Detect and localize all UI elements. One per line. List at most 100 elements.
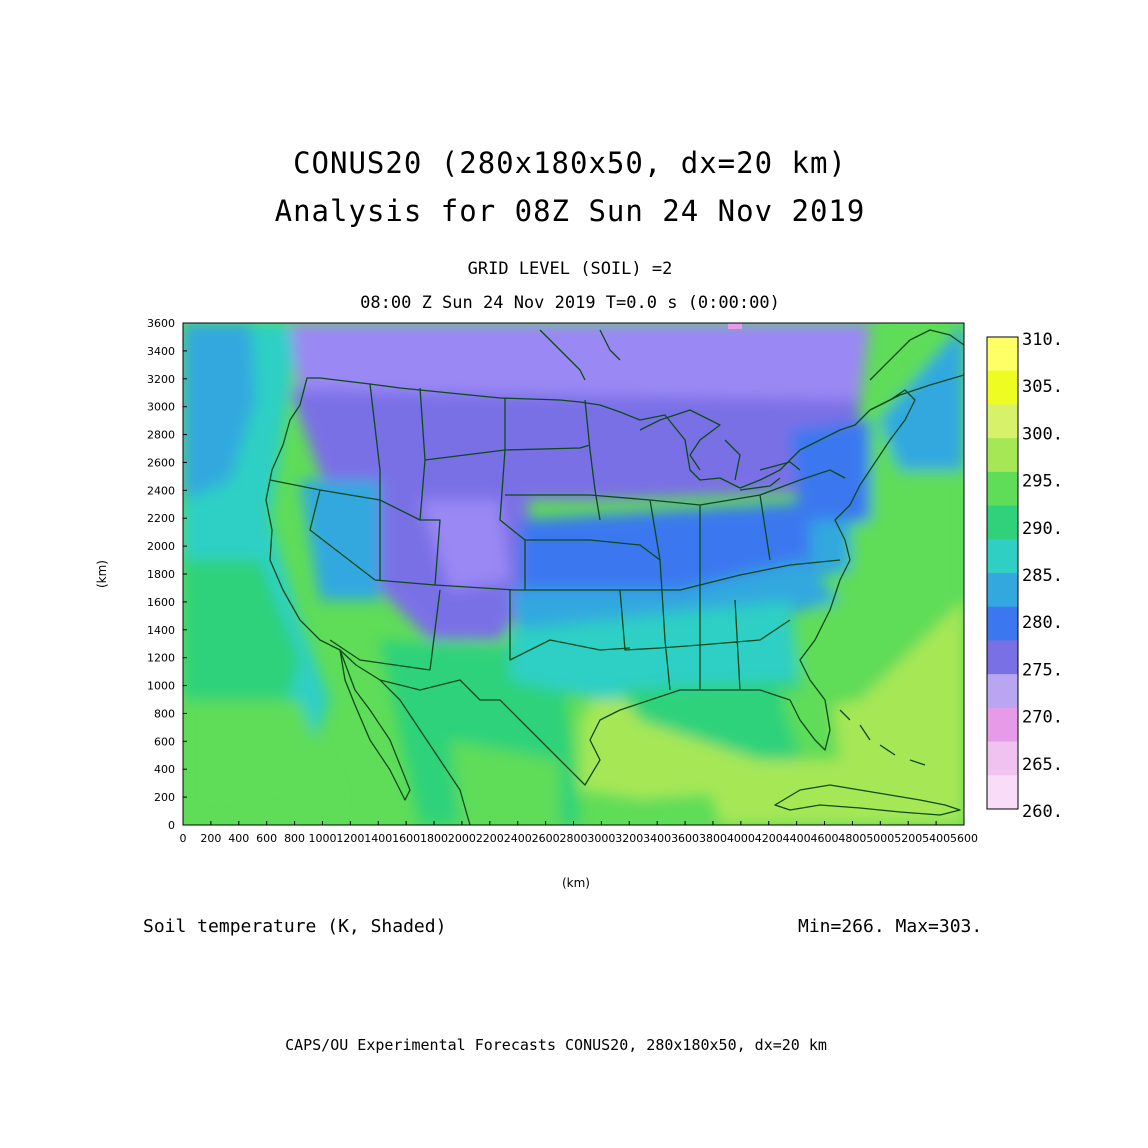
credit-line: CAPS/OU Experimental Forecasts CONUS20, … — [285, 1036, 827, 1054]
x-tick-label: 4000 — [727, 832, 755, 845]
legend-frame — [986, 336, 1019, 810]
field-atlantic-north — [880, 323, 964, 470]
y-tick-label: 1000 — [147, 680, 175, 693]
y-tick-label: 1200 — [147, 652, 175, 665]
hudson-bay-coast — [539, 329, 621, 381]
legend-swatch — [987, 741, 1018, 776]
axis-ticks: 0 200 400 600 800 1000 1200 1400 1600 1800 2000 220… — [147, 317, 978, 845]
y-tick-label: 600 — [154, 735, 175, 748]
field-deep-south — [620, 680, 810, 760]
legend-swatch — [987, 438, 1018, 473]
y-tick-label: 1400 — [147, 624, 175, 637]
x-tick-label: 1200 — [336, 832, 364, 845]
x-tick-label: 0 — [180, 832, 187, 845]
y-tick-label: 0 — [168, 819, 175, 832]
x-tick-label: 4400 — [783, 832, 811, 845]
x-tick-label: 400 — [228, 832, 249, 845]
legend-label: 300. — [1022, 424, 1063, 444]
legend-label: 310. — [1022, 330, 1063, 350]
field-mexico-south — [450, 740, 560, 825]
x-tick-label: 200 — [200, 832, 221, 845]
color-legend: 310. 305. 300. 295. 290. 285. 280. 275. 270. 265.… — [986, 330, 1063, 822]
min-max-label: Min=266. Max=303. — [798, 916, 983, 937]
x-tick-label: 1000 — [308, 832, 336, 845]
x-tick-label: 5000 — [866, 832, 894, 845]
legend-label: 260. — [1022, 802, 1063, 822]
field-pacific-northwest — [183, 323, 255, 500]
x-tick-label: 3200 — [615, 832, 643, 845]
legend-swatch — [987, 505, 1018, 540]
y-tick-label: 1800 — [147, 568, 175, 581]
y-tick-label: 3600 — [147, 317, 175, 330]
x-tick-label: 1800 — [420, 832, 448, 845]
x-tick-label: 5400 — [922, 832, 950, 845]
bahamas — [839, 709, 926, 766]
grid-level-label: GRID LEVEL (SOIL) =2 — [467, 259, 673, 279]
x-tick-label: 5600 — [950, 832, 978, 845]
legend-swatch — [987, 337, 1018, 372]
field-great-basin — [300, 480, 380, 600]
y-tick-label: 2000 — [147, 540, 175, 553]
field-southeast — [510, 600, 800, 700]
x-tick-label: 4800 — [838, 832, 866, 845]
x-tick-label: 3000 — [587, 832, 615, 845]
x-tick-label: 3800 — [699, 832, 727, 845]
field-canada — [290, 323, 870, 400]
legend-swatch — [987, 640, 1018, 675]
legend-swatch — [987, 674, 1018, 709]
mexico-coast — [379, 679, 471, 825]
field-colorado — [420, 500, 510, 590]
x-tick-label: 1600 — [392, 832, 420, 845]
legend-swatch — [987, 471, 1018, 507]
x-tick-label: 2600 — [532, 832, 560, 845]
legend-swatch — [987, 370, 1018, 405]
y-tick-label: 2200 — [147, 512, 175, 525]
x-axis-title: (km) — [562, 876, 590, 890]
soil-temperature-field — [183, 323, 964, 825]
legend-swatch — [987, 606, 1018, 641]
y-tick-label: 800 — [154, 707, 175, 720]
y-tick-label: 2800 — [147, 429, 175, 442]
x-tick-label: 2000 — [448, 832, 476, 845]
y-tick-label: 3000 — [147, 401, 175, 414]
x-tick-label: 800 — [284, 832, 305, 845]
legend-label: 305. — [1022, 377, 1063, 397]
field-midwest — [520, 500, 850, 590]
field-northeast — [790, 420, 870, 530]
us-outline — [265, 377, 916, 786]
field-florida — [780, 690, 840, 760]
x-tick-label: 4200 — [755, 832, 783, 845]
legend-swatch — [987, 404, 1018, 439]
legend-swatch — [987, 539, 1018, 574]
x-tick-label: 2400 — [504, 832, 532, 845]
legend-label: 285. — [1022, 566, 1063, 586]
y-tick-label: 400 — [154, 763, 175, 776]
y-tick-label: 3400 — [147, 345, 175, 358]
canada-east-coast — [869, 329, 964, 411]
field-caribbean — [740, 770, 964, 825]
figure-title-line-1: CONUS20 (280x180x50, dx=20 km) — [293, 146, 847, 180]
legend-swatch — [987, 775, 1018, 810]
baja-california — [339, 649, 411, 801]
state-lines — [269, 383, 846, 691]
x-tick-label: 2800 — [560, 832, 588, 845]
legend-label: 275. — [1022, 660, 1063, 680]
x-tick-label: 3400 — [643, 832, 671, 845]
y-axis-title: (km) — [95, 560, 109, 588]
legend-label: 295. — [1022, 472, 1063, 492]
great-lakes — [639, 409, 801, 491]
y-tick-label: 200 — [154, 791, 175, 804]
x-tick-label: 3600 — [671, 832, 699, 845]
x-tick-label: 5200 — [894, 832, 922, 845]
y-tick-label: 2400 — [147, 484, 175, 497]
valid-time-label: 08:00 Z Sun 24 Nov 2019 T=0.0 s (0:00:00… — [360, 293, 780, 313]
legend-label: 270. — [1022, 708, 1063, 728]
cuba — [774, 784, 961, 816]
legend-label: 280. — [1022, 613, 1063, 633]
field-mid-atlantic — [810, 520, 850, 580]
y-tick-label: 1600 — [147, 596, 175, 609]
legend-swatch — [987, 707, 1018, 743]
variable-label: Soil temperature (K, Shaded) — [143, 916, 447, 937]
